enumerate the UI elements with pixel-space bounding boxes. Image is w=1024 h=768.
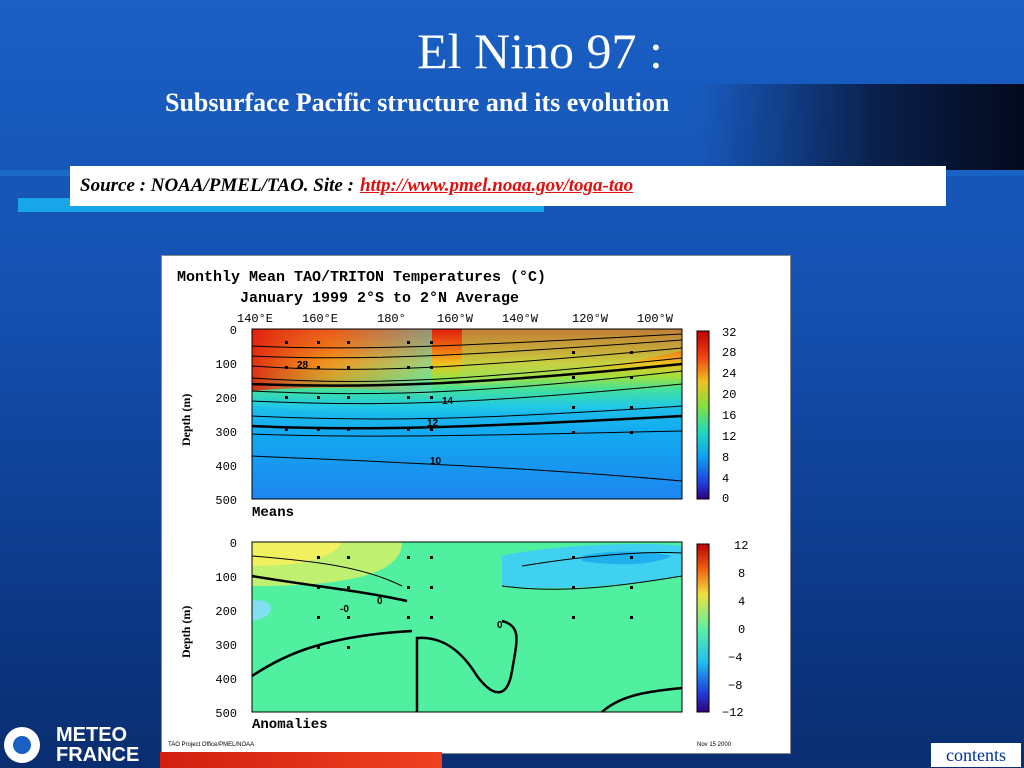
contour-label: 10: [430, 456, 442, 467]
depth-tick: 500: [215, 494, 237, 508]
scale-label: −4: [728, 651, 742, 665]
longitude-labels: 140°E 160°E 180° 160°W 140°W 120°W 100°W: [237, 312, 674, 326]
means-color-scale: [696, 330, 710, 500]
meteo-france-logo: METEO FRANCE: [0, 722, 160, 768]
contour-label: 28: [297, 360, 309, 371]
lon-label: 180°: [377, 312, 406, 326]
logo-line1: METEO: [56, 724, 128, 746]
means-panel: 28 14 12 10: [251, 328, 683, 500]
depth-tick: 0: [230, 537, 237, 551]
contour-label: 0: [377, 596, 383, 607]
depth-axis-label: Depth (m): [179, 394, 193, 446]
depth-tick: 200: [215, 392, 237, 406]
source-link[interactable]: http://www.pmel.noaa.gov/toga-tao: [359, 175, 634, 196]
contour-label: -0: [340, 604, 349, 615]
lon-label: 140°E: [237, 312, 273, 326]
scale-label: 20: [722, 388, 736, 402]
lon-label: 160°W: [437, 312, 474, 326]
scale-label: 8: [722, 451, 729, 465]
scale-label: 28: [722, 346, 736, 360]
scale-label: 4: [738, 595, 745, 609]
logo-text: METEO FRANCE: [56, 725, 139, 765]
source-box: Source : NOAA/PMEL/TAO. Site : http://ww…: [70, 166, 946, 206]
scale-label: 12: [734, 539, 748, 553]
depth-tick: 400: [215, 673, 237, 687]
means-scale-labels: 32 28 24 20 16 12 8 4 0: [722, 326, 736, 506]
depth-tick: 300: [215, 639, 237, 653]
scale-label: 16: [722, 409, 736, 423]
slide-title: El Nino 97 :: [417, 23, 663, 79]
header-dark-block: [880, 84, 1024, 170]
logo-icon: [4, 727, 40, 763]
anomaly-contour-labels: 0 -0 0: [340, 596, 503, 631]
depth-tick: 500: [215, 707, 237, 721]
anomalies-label: Anomalies: [252, 717, 328, 733]
contour-label: 0: [497, 620, 503, 631]
lon-label: 120°W: [572, 312, 609, 326]
figure-footer-left: TAO Project Office/PMEL/NOAA: [168, 742, 254, 748]
depth-tick: 100: [215, 571, 237, 585]
means-contour-labels: 28 14 12 10: [297, 360, 454, 467]
source-label: Source : NOAA/PMEL/TAO. Site :: [80, 175, 354, 196]
scale-label: 32: [722, 326, 736, 340]
means-label: Means: [252, 505, 294, 521]
figure-title: Monthly Mean TAO/TRITON Temperatures (°C…: [177, 269, 546, 286]
slide-subtitle: Subsurface Pacific structure and its evo…: [165, 88, 670, 117]
means-depth-ticks: 0 100 200 300 400 500: [215, 324, 237, 508]
depth-tick: 300: [215, 426, 237, 440]
figure-footer-right: Nov 15 2000: [697, 742, 732, 748]
scale-label: 8: [738, 567, 745, 581]
depth-tick: 100: [215, 358, 237, 372]
anomalies-panel: 0 -0 0: [251, 541, 683, 713]
scale-label: 0: [722, 492, 729, 506]
red-footer-strip: [160, 752, 442, 768]
depth-tick: 400: [215, 460, 237, 474]
scale-label: 0: [738, 623, 745, 637]
header-fade: [700, 84, 880, 170]
contents-button[interactable]: contents: [931, 743, 1021, 767]
contour-label: 14: [442, 396, 454, 407]
anomaly-scale-labels: 12 8 4 0 −4 −8 −12: [722, 539, 748, 720]
depth-tick: 200: [215, 605, 237, 619]
figure-svg: Monthly Mean TAO/TRITON Temperatures (°C…: [168, 269, 748, 748]
contour-label: 12: [427, 418, 439, 429]
scale-label: 4: [722, 472, 729, 486]
scale-label: 12: [722, 430, 736, 444]
lon-label: 100°W: [637, 312, 674, 326]
logo-line2: FRANCE: [56, 744, 140, 766]
scale-label: 24: [722, 367, 736, 381]
figure-subtitle: January 1999 2°S to 2°N Average: [240, 290, 519, 307]
scale-label: −8: [728, 679, 742, 693]
lon-label: 160°E: [302, 312, 338, 326]
anomaly-color-scale: [696, 543, 710, 713]
scale-label: −12: [722, 706, 744, 720]
anomaly-depth-ticks: 0 100 200 300 400 500: [215, 537, 237, 721]
lon-label: 140°W: [502, 312, 539, 326]
depth-tick: 0: [230, 324, 237, 338]
tao-temperature-figure: Monthly Mean TAO/TRITON Temperatures (°C…: [161, 255, 791, 754]
depth-axis-label-2: Depth (m): [179, 606, 193, 658]
